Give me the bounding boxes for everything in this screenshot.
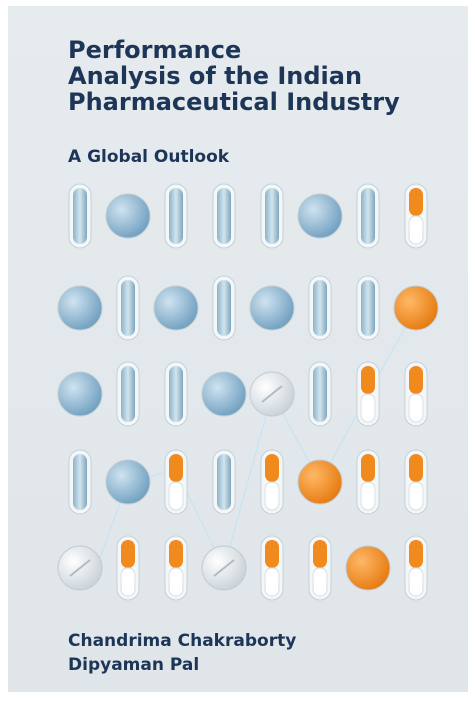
pill xyxy=(217,454,231,510)
pill xyxy=(313,366,327,422)
pill xyxy=(217,188,231,244)
pill xyxy=(298,460,342,504)
pill xyxy=(154,286,198,330)
pill xyxy=(250,286,294,330)
author: Chandrima Chakraborty xyxy=(68,631,296,651)
pill xyxy=(265,568,279,596)
pill xyxy=(121,540,135,568)
pill xyxy=(265,454,279,482)
author: Dipyaman Pal xyxy=(68,655,199,675)
title-line: Analysis of the Indian xyxy=(68,62,362,90)
pill xyxy=(409,454,423,482)
pill xyxy=(313,280,327,336)
pill xyxy=(202,372,246,416)
pill xyxy=(265,540,279,568)
pill xyxy=(169,540,183,568)
pill xyxy=(361,394,375,422)
pill xyxy=(409,216,423,244)
pill xyxy=(169,482,183,510)
pill xyxy=(58,286,102,330)
pill xyxy=(106,460,150,504)
pill xyxy=(169,568,183,596)
pill xyxy=(73,454,87,510)
pill xyxy=(313,568,327,596)
pill xyxy=(106,194,150,238)
pill xyxy=(409,188,423,216)
book-cover: Performance Analysis of the Indian Pharm… xyxy=(0,0,475,711)
pill xyxy=(121,568,135,596)
pill xyxy=(409,394,423,422)
pill xyxy=(346,546,390,590)
title-line: Performance xyxy=(68,36,241,64)
pill xyxy=(361,482,375,510)
pill xyxy=(361,366,375,394)
pill xyxy=(58,372,102,416)
pill xyxy=(409,540,423,568)
subtitle: A Global Outlook xyxy=(68,147,230,167)
pill xyxy=(361,280,375,336)
pill xyxy=(409,482,423,510)
pill xyxy=(121,366,135,422)
pill xyxy=(121,280,135,336)
pill xyxy=(217,280,231,336)
pill xyxy=(313,540,327,568)
pill xyxy=(409,366,423,394)
pill xyxy=(361,454,375,482)
pill xyxy=(361,188,375,244)
pill xyxy=(169,366,183,422)
pill xyxy=(169,454,183,482)
pill xyxy=(265,482,279,510)
pill xyxy=(169,188,183,244)
title-line: Pharmaceutical Industry xyxy=(68,88,400,116)
pill xyxy=(265,188,279,244)
pill xyxy=(394,286,438,330)
pill xyxy=(298,194,342,238)
pill xyxy=(73,188,87,244)
pill xyxy=(409,568,423,596)
